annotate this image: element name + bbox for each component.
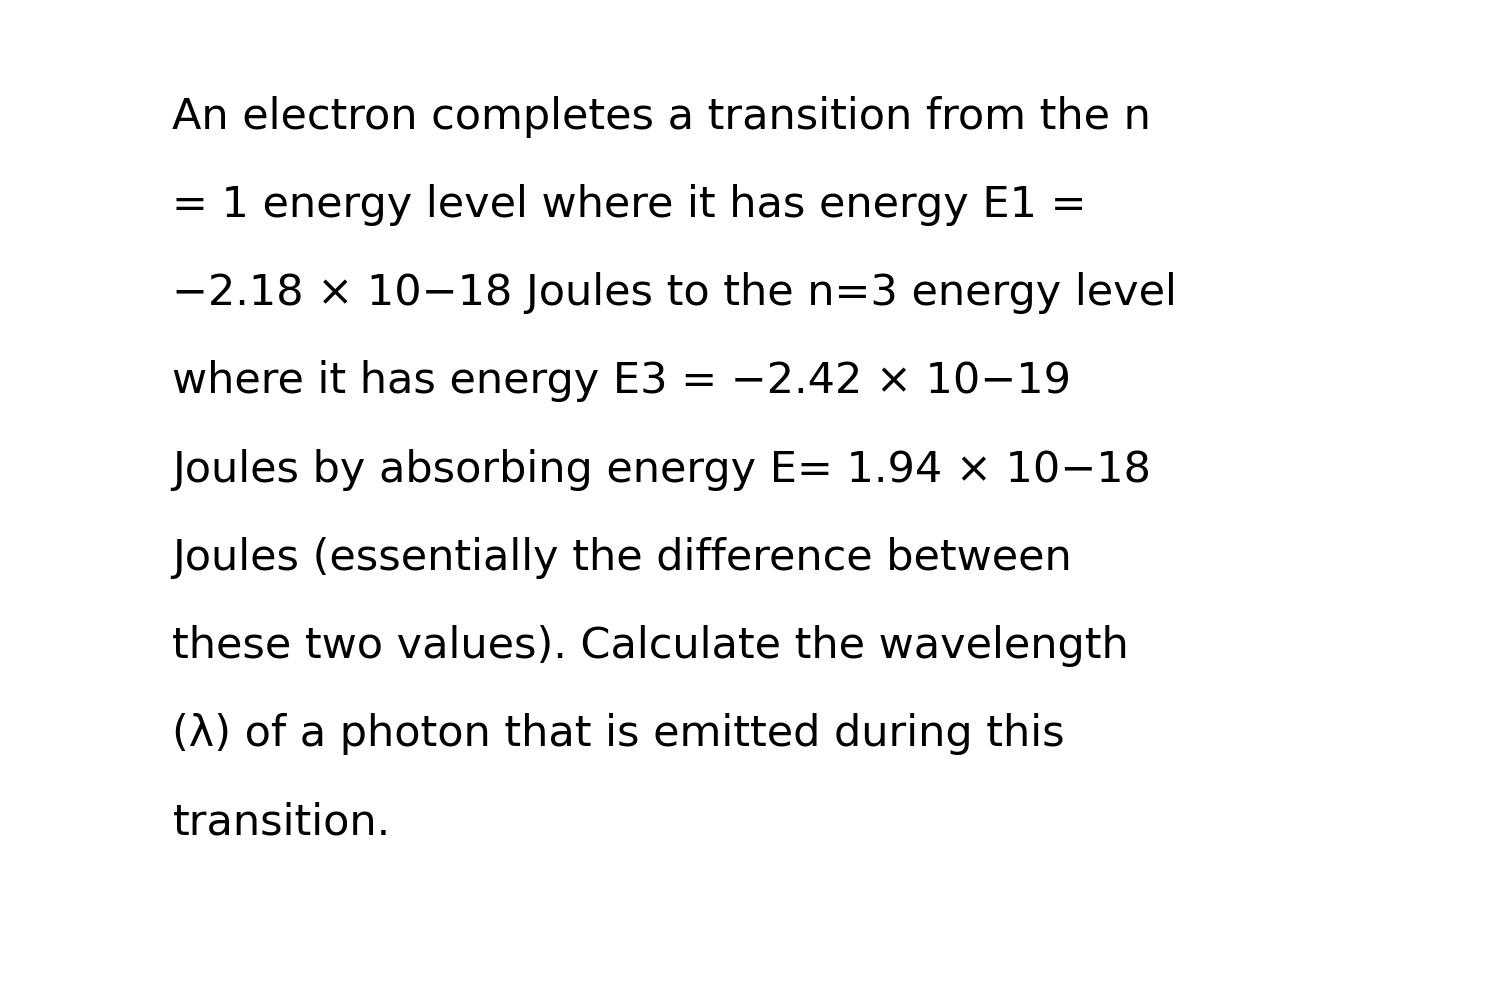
Text: these two values). Calculate the wavelength: these two values). Calculate the wavelen…	[172, 625, 1130, 667]
Text: Joules (essentially the difference between: Joules (essentially the difference betwe…	[172, 536, 1072, 579]
Text: (λ) of a photon that is emitted during this: (λ) of a photon that is emitted during t…	[172, 713, 1065, 755]
Text: = 1 energy level where it has energy E1 =: = 1 energy level where it has energy E1 …	[172, 184, 1088, 226]
Text: transition.: transition.	[172, 801, 390, 844]
Text: −2.18 × 10−18 Joules to the n=3 energy level: −2.18 × 10−18 Joules to the n=3 energy l…	[172, 272, 1178, 314]
Text: Joules by absorbing energy E= 1.94 × 10−18: Joules by absorbing energy E= 1.94 × 10−…	[172, 449, 1152, 491]
Text: where it has energy E3 = −2.42 × 10−19: where it has energy E3 = −2.42 × 10−19	[172, 360, 1071, 402]
Text: An electron completes a transition from the n: An electron completes a transition from …	[172, 96, 1152, 138]
